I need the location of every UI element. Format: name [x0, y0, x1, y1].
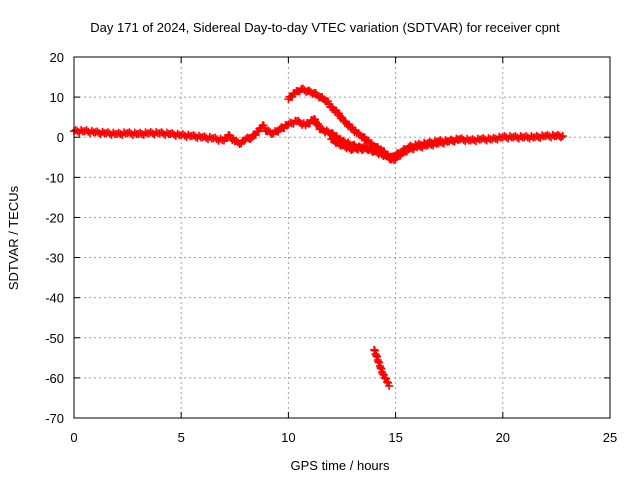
- y-tick-label: 20: [50, 50, 64, 65]
- x-tick-label: 15: [388, 430, 402, 445]
- x-tick-label: 25: [603, 430, 617, 445]
- y-tick-label: -30: [45, 251, 64, 266]
- point-marker: [455, 135, 464, 144]
- point-marker: [425, 139, 434, 148]
- x-tick-label: 10: [281, 430, 295, 445]
- chart-title: Day 171 of 2024, Sidereal Day-to-day VTE…: [90, 20, 560, 35]
- point-marker: [446, 135, 455, 144]
- point-marker: [436, 137, 445, 146]
- y-axis-label: SDTVAR / TECUs: [6, 185, 21, 290]
- y-tick-label: 10: [50, 90, 64, 105]
- y-tick-label: -70: [45, 411, 64, 426]
- point-marker: [558, 132, 567, 141]
- point-marker: [383, 377, 392, 386]
- y-tick-label: -20: [45, 210, 64, 225]
- y-tick-label: -40: [45, 291, 64, 306]
- x-tick-label: 5: [178, 430, 185, 445]
- y-tick-label: -60: [45, 371, 64, 386]
- x-tick-label: 20: [496, 430, 510, 445]
- y-tick-label: -50: [45, 331, 64, 346]
- series-lower-band: [327, 134, 464, 163]
- series-outlier-segment: [370, 345, 394, 390]
- x-tick-label: 0: [70, 430, 77, 445]
- series-main-track: [70, 115, 567, 164]
- plot-frame: [73, 56, 611, 419]
- x-axis-label: GPS time / hours: [291, 458, 390, 473]
- point-marker: [557, 133, 566, 142]
- data-series: [70, 84, 567, 390]
- y-tick-label: -10: [45, 170, 64, 185]
- point-marker: [380, 373, 389, 382]
- point-marker: [246, 135, 255, 144]
- grid: [74, 57, 610, 418]
- point-marker: [378, 369, 387, 378]
- point-marker: [312, 120, 321, 129]
- point-marker: [350, 143, 359, 152]
- point-marker: [385, 381, 394, 390]
- point-marker: [489, 133, 498, 142]
- y-tick-label: 0: [57, 130, 64, 145]
- point-marker: [414, 141, 423, 150]
